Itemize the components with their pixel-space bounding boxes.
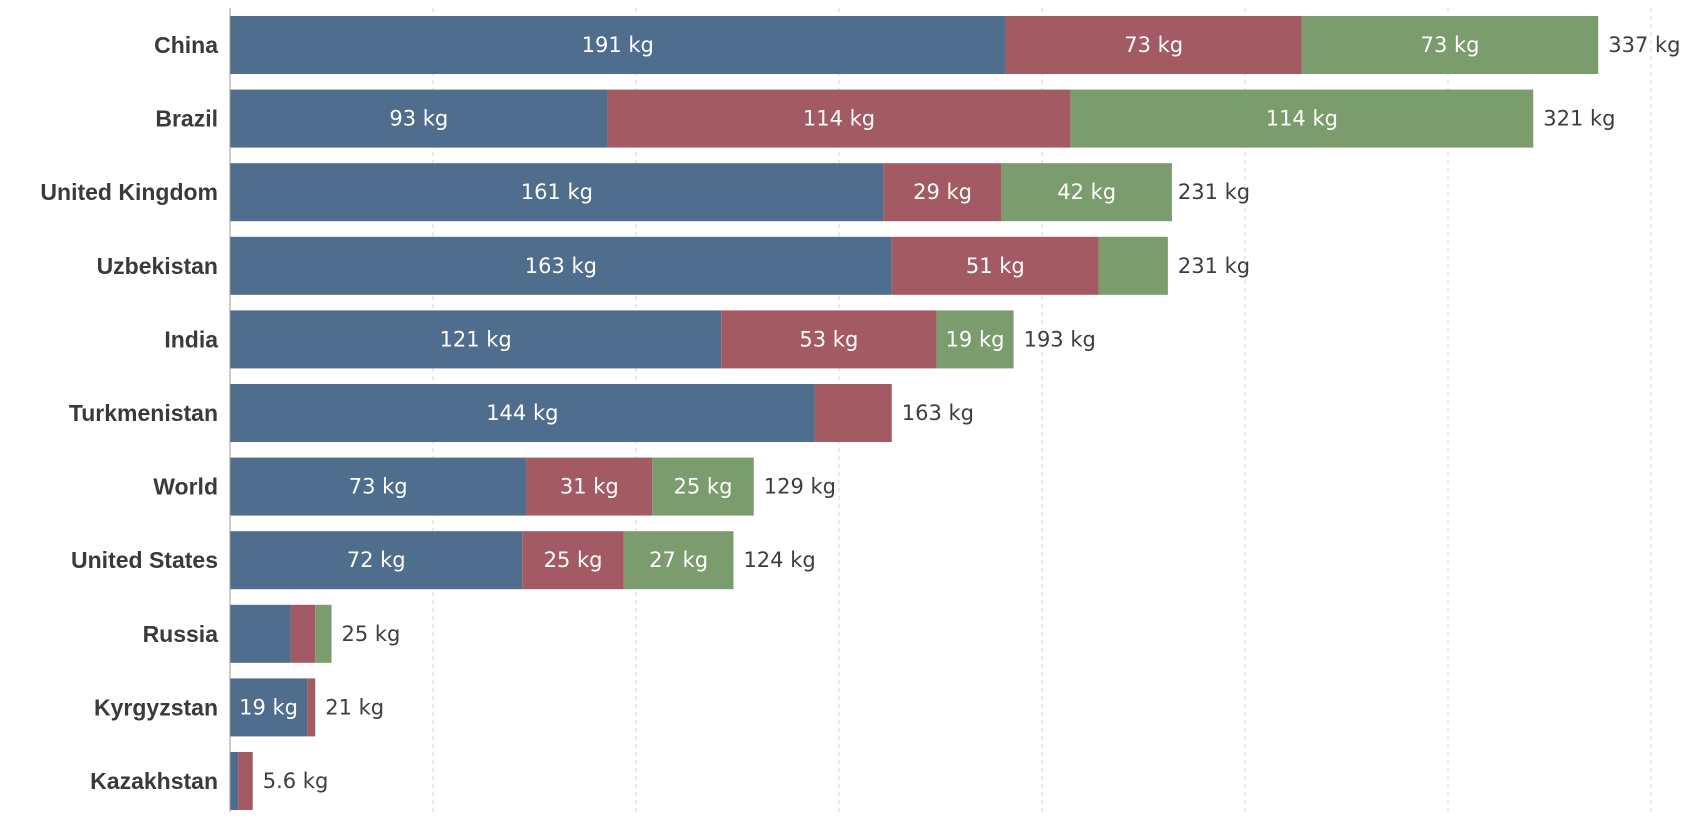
segment-value-label: 19 kg <box>239 695 298 719</box>
bar-segment <box>607 89 1071 148</box>
bar-segment <box>230 531 523 590</box>
bar-segment <box>623 531 734 590</box>
segment-value-label: 27 kg <box>649 548 708 572</box>
segment-value-label: 114 kg <box>1266 107 1338 131</box>
segment-value-label: 25 kg <box>674 475 733 499</box>
bar-segment <box>1005 16 1302 74</box>
segment-value-label: 144 kg <box>486 401 558 425</box>
bar-segment <box>526 457 653 516</box>
bars <box>230 16 1599 810</box>
category-label: Brazil <box>155 106 218 132</box>
total-value-label: 124 kg <box>743 548 815 572</box>
bar-segment <box>230 457 527 516</box>
category-label: Turkmenistan <box>69 400 218 426</box>
total-value-label: 231 kg <box>1178 180 1250 204</box>
bar-segment <box>230 604 291 663</box>
segment-value-label: 42 kg <box>1057 180 1116 204</box>
bar-segment <box>315 604 332 663</box>
segment-value-label: 161 kg <box>521 180 593 204</box>
category-label: Uzbekistan <box>97 253 218 279</box>
segment-value-label: 19 kg <box>946 327 1005 351</box>
bar-segment <box>230 752 239 810</box>
total-value-label: 129 kg <box>764 475 836 499</box>
labels: China 191 kg 73 kg 73 kg 337 kg Brazil 93 kg 11… <box>40 32 1680 794</box>
category-label: United Kingdom <box>40 179 218 205</box>
bar-segment <box>230 384 815 442</box>
segment-value-label: 51 kg <box>966 254 1025 278</box>
total-value-label: 5.6 kg <box>263 769 329 793</box>
category-label: China <box>154 32 218 58</box>
category-label: India <box>164 326 218 352</box>
segment-value-label: 163 kg <box>525 254 597 278</box>
bar-segment <box>891 236 1099 295</box>
bar-segment <box>290 604 316 663</box>
bar-segment <box>230 163 884 222</box>
segment-value-label: 93 kg <box>389 107 448 131</box>
segment-value-label: 25 kg <box>544 548 603 572</box>
total-value-label: 21 kg <box>325 695 384 719</box>
category-label: Kazakhstan <box>90 768 218 794</box>
bar-segment <box>230 89 608 148</box>
bar-segment <box>1301 16 1599 74</box>
segment-value-label: 73 kg <box>1421 33 1480 57</box>
bar-segment <box>230 678 308 737</box>
category-label: Russia <box>143 621 219 647</box>
bar-segment <box>230 16 1006 74</box>
bar-segment <box>230 236 892 295</box>
segment-value-label: 29 kg <box>913 180 972 204</box>
bar-segment <box>883 163 1002 222</box>
category-label: World <box>153 474 218 500</box>
total-value-label: 337 kg <box>1608 33 1680 57</box>
segment-value-label: 114 kg <box>803 107 875 131</box>
total-value-label: 163 kg <box>902 401 974 425</box>
bar-segment <box>936 310 1014 369</box>
bar-segment <box>1001 163 1172 222</box>
segment-value-label: 191 kg <box>582 33 654 57</box>
total-value-label: 193 kg <box>1024 327 1096 351</box>
segment-value-label: 121 kg <box>440 327 512 351</box>
bar-segment <box>307 678 316 737</box>
category-label: United States <box>71 547 218 573</box>
bar-segment <box>1098 236 1168 295</box>
bar-segment <box>814 384 892 442</box>
segment-value-label: 73 kg <box>1124 33 1183 57</box>
bar-segment <box>238 752 253 810</box>
total-value-label: 231 kg <box>1178 254 1250 278</box>
bar-segment <box>230 310 722 369</box>
bar-segment <box>1070 89 1534 148</box>
bar-segment <box>522 531 624 590</box>
total-value-label: 25 kg <box>342 622 401 646</box>
segment-value-label: 53 kg <box>799 327 858 351</box>
segment-value-label: 73 kg <box>349 475 408 499</box>
total-value-label: 321 kg <box>1543 107 1615 131</box>
segment-value-label: 72 kg <box>347 548 406 572</box>
bar-segment <box>652 457 754 516</box>
category-label: Kyrgyzstan <box>94 694 218 720</box>
segment-value-label: 31 kg <box>560 475 619 499</box>
bar-segment <box>721 310 937 369</box>
